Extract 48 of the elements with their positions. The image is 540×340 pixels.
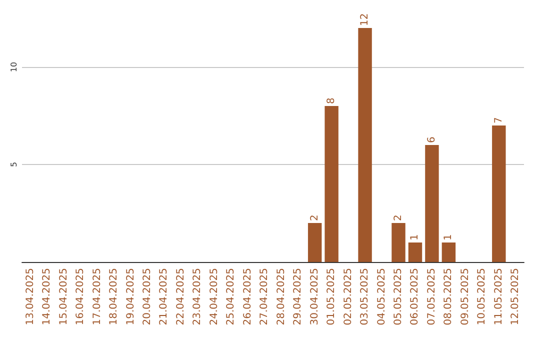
bar (425, 145, 439, 262)
bar (442, 242, 456, 262)
x-tick-label: 24.04.2025 (208, 268, 220, 326)
x-tick-label: 19.04.2025 (125, 268, 136, 326)
x-tick-label: 30.04.2025 (309, 268, 320, 326)
x-tick-label: 18.04.2025 (108, 268, 120, 326)
x-tick-label: 04.05.2025 (376, 268, 388, 326)
bar (358, 28, 372, 262)
x-tick-label: 21.04.2025 (158, 268, 170, 326)
x-tick-label: 22.04.2025 (175, 268, 186, 326)
x-tick-label: 27.04.2025 (259, 268, 270, 326)
x-tick-label: 26.04.2025 (242, 268, 254, 326)
data-label: 1 (410, 234, 421, 240)
x-tick-label: 02.05.2025 (342, 268, 354, 326)
data-label: 6 (426, 136, 438, 143)
data-label: 8 (326, 98, 338, 104)
x-tick-label: 16.04.2025 (75, 268, 86, 326)
x-tick-label: 28.04.2025 (276, 268, 287, 326)
y-tick-label: 5 (10, 162, 18, 168)
x-tick-label: 17.04.2025 (92, 268, 103, 326)
data-label: 12 (360, 13, 371, 26)
bar (408, 242, 422, 262)
x-tick-label: 11.05.2025 (493, 268, 504, 326)
x-tick-label: 10.05.2025 (476, 268, 488, 326)
x-tick-label: 07.05.2025 (426, 268, 438, 326)
x-tick-label: 01.05.2025 (326, 268, 338, 326)
y-tick-label: 10 (10, 62, 18, 72)
data-label: 1 (443, 234, 454, 240)
bar (324, 106, 338, 262)
bar (308, 223, 322, 262)
x-tick-label: 20.04.2025 (142, 268, 153, 326)
x-tick-label: 06.05.2025 (410, 268, 421, 326)
x-tick-label: 25.04.2025 (226, 268, 237, 326)
x-tick-label: 13.04.2025 (24, 268, 36, 326)
x-tick-label: 03.05.2025 (360, 268, 371, 326)
x-tick-label: 29.04.2025 (292, 268, 304, 326)
x-tick-label: 08.05.2025 (443, 268, 454, 326)
x-tick-label: 05.05.2025 (393, 268, 404, 326)
data-label: 7 (493, 117, 504, 124)
x-tick-label: 23.04.2025 (192, 268, 204, 326)
bar (392, 223, 406, 262)
x-tick-label: 14.04.2025 (42, 268, 53, 326)
data-label: 2 (309, 214, 320, 221)
x-tick-label: 12.05.2025 (510, 268, 522, 326)
data-label: 2 (393, 214, 404, 221)
x-tick-label: 15.04.2025 (58, 268, 70, 326)
bar (492, 126, 506, 262)
x-tick-label: 09.05.2025 (460, 268, 471, 326)
